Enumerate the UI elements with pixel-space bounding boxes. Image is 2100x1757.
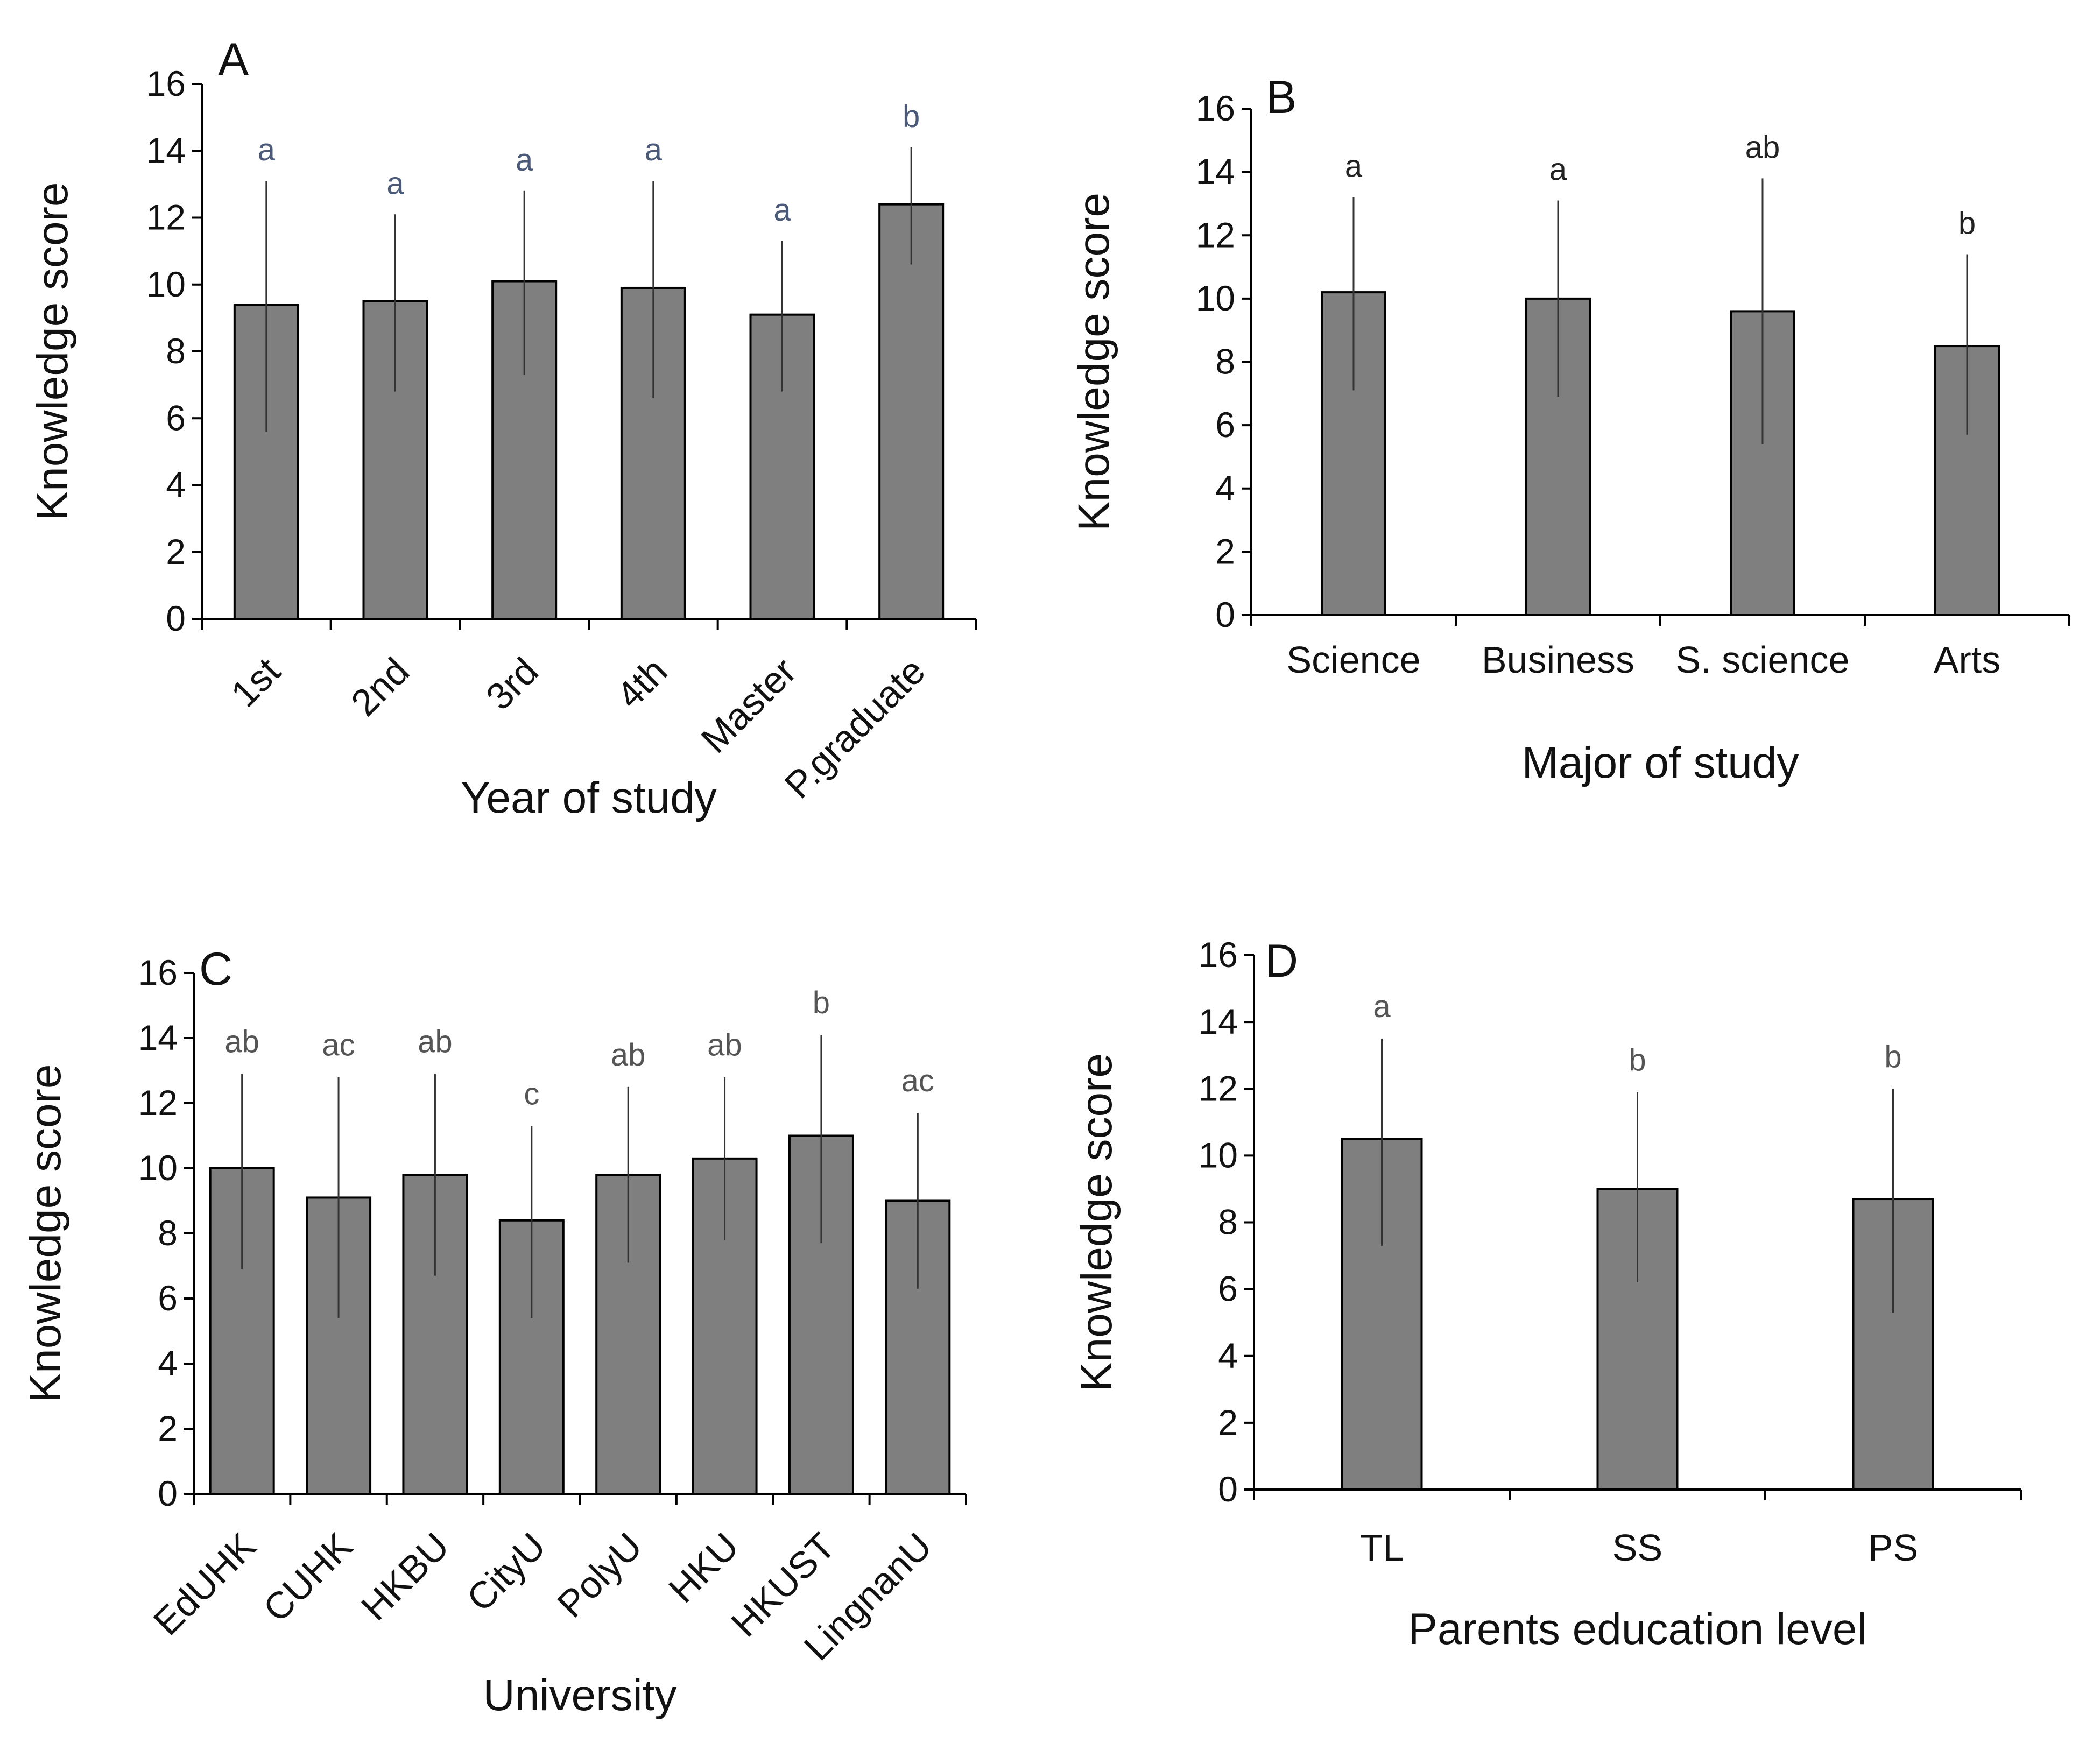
y-tick-label: 8 [1215, 342, 1235, 382]
significance-letter: ac [322, 1028, 355, 1063]
x-category-label: S. science [1676, 639, 1850, 681]
x-category-label: EdUHK [145, 1525, 264, 1643]
y-tick-label: 16 [146, 63, 186, 103]
y-axis-title: Knowledge score [28, 182, 77, 520]
x-category-label: PolyU [549, 1525, 650, 1625]
significance-letter: ab [611, 1038, 646, 1072]
x-category-label: TL [1360, 1527, 1404, 1569]
x-category-label: HKBU [353, 1525, 457, 1628]
significance-letter: a [1549, 152, 1567, 187]
significance-letter: a [258, 132, 276, 167]
x-axis-title: Major of study [1522, 738, 1799, 787]
significance-letter: a [516, 143, 533, 178]
y-tick-label: 16 [138, 952, 178, 992]
significance-letter: ab [224, 1025, 259, 1060]
y-axis-title: Knowledge score [1072, 1053, 1121, 1392]
y-tick-label: 14 [1199, 1001, 1238, 1041]
significance-letter: a [1345, 149, 1363, 184]
significance-letter: a [645, 132, 663, 167]
y-tick-label: 0 [166, 598, 186, 638]
y-tick-label: 2 [158, 1408, 178, 1448]
y-tick-label: 8 [158, 1213, 178, 1253]
y-tick-label: 4 [166, 465, 186, 505]
significance-letter: b [813, 985, 830, 1020]
y-axis-title: Knowledge score [1069, 193, 1118, 531]
x-category-label: 3rd [478, 650, 546, 718]
x-axis-title: Parents education level [1408, 1605, 1866, 1654]
y-tick-label: 12 [1196, 215, 1235, 255]
y-tick-label: 12 [146, 197, 186, 237]
x-category-label: 1st [223, 650, 288, 715]
significance-letter: a [1373, 989, 1391, 1024]
y-tick-label: 6 [1215, 405, 1235, 444]
x-category-label: CityU [459, 1525, 553, 1619]
x-category-label: 2nd [343, 650, 417, 724]
x-category-label: SS [1612, 1527, 1662, 1569]
y-tick-label: 0 [1215, 595, 1235, 634]
panel-letter: B [1266, 72, 1296, 123]
panel-b: 0 2 4 6 8 10 12 14 16 a Science a Business ab S. scien… [1069, 72, 2070, 787]
panel-a: 0 2 4 6 8 10 12 14 16 a 1st a 2nd a 3rd a 4th a Master b P.g… [28, 34, 977, 822]
significance-letter: ab [707, 1028, 742, 1063]
y-tick-label: 0 [1218, 1469, 1238, 1509]
y-tick-label: 10 [1196, 278, 1235, 318]
y-tick-label: 8 [1218, 1202, 1238, 1242]
significance-letter: c [524, 1076, 539, 1111]
y-tick-label: 8 [166, 331, 186, 371]
significance-letter: ab [418, 1025, 453, 1060]
x-category-label: Arts [1934, 639, 2000, 681]
y-tick-label: 4 [1218, 1336, 1238, 1375]
y-tick-label: 10 [146, 264, 186, 304]
x-axis-title: University [483, 1671, 677, 1720]
significance-letter: b [1884, 1039, 1901, 1074]
x-category-label: Business [1482, 639, 1634, 681]
y-tick-label: 14 [146, 130, 186, 170]
significance-letter: a [773, 193, 791, 228]
y-tick-label: 6 [158, 1278, 178, 1318]
y-tick-label: 10 [138, 1148, 178, 1188]
y-tick-label: 0 [158, 1473, 178, 1513]
y-tick-label: 12 [138, 1083, 178, 1123]
significance-letter: b [1958, 206, 1976, 241]
y-tick-label: 16 [1196, 88, 1235, 128]
y-axis-title: Knowledge score [21, 1064, 70, 1402]
y-tick-label: 16 [1199, 935, 1238, 975]
x-category-label: 4th [608, 650, 675, 716]
y-tick-label: 2 [1215, 531, 1235, 571]
y-tick-label: 12 [1199, 1068, 1238, 1108]
significance-letter: b [1629, 1042, 1646, 1077]
y-tick-label: 4 [1215, 468, 1235, 508]
x-category-label: PS [1868, 1527, 1918, 1569]
y-tick-label: 2 [166, 532, 186, 571]
x-category-label: CUHK [255, 1525, 360, 1629]
x-category-label: HKU [661, 1525, 747, 1611]
significance-letter: b [903, 99, 920, 134]
y-tick-label: 14 [138, 1018, 178, 1057]
y-tick-label: 2 [1218, 1402, 1238, 1442]
y-tick-label: 14 [1196, 152, 1235, 192]
panel-letter: C [199, 943, 232, 995]
x-category-label: Master [693, 650, 804, 760]
x-category-label: P.graduate [777, 650, 933, 806]
panel-c: 0 2 4 6 8 10 12 14 16 ab EdUHK ac CUHK ab HKBU c CityU ab… [21, 943, 967, 1720]
significance-letter: a [386, 166, 404, 201]
bar-p-graduate [878, 203, 945, 620]
significance-letter: ac [901, 1063, 934, 1098]
x-category-label: Science [1286, 639, 1420, 681]
y-tick-label: 4 [158, 1343, 178, 1383]
panel-letter: A [218, 34, 249, 86]
panel-letter: D [1265, 935, 1298, 987]
y-tick-label: 10 [1199, 1135, 1238, 1175]
y-tick-label: 6 [1218, 1269, 1238, 1309]
significance-letter: ab [1745, 130, 1780, 165]
y-tick-label: 6 [166, 398, 186, 438]
x-axis-title: Year of study [461, 773, 717, 822]
